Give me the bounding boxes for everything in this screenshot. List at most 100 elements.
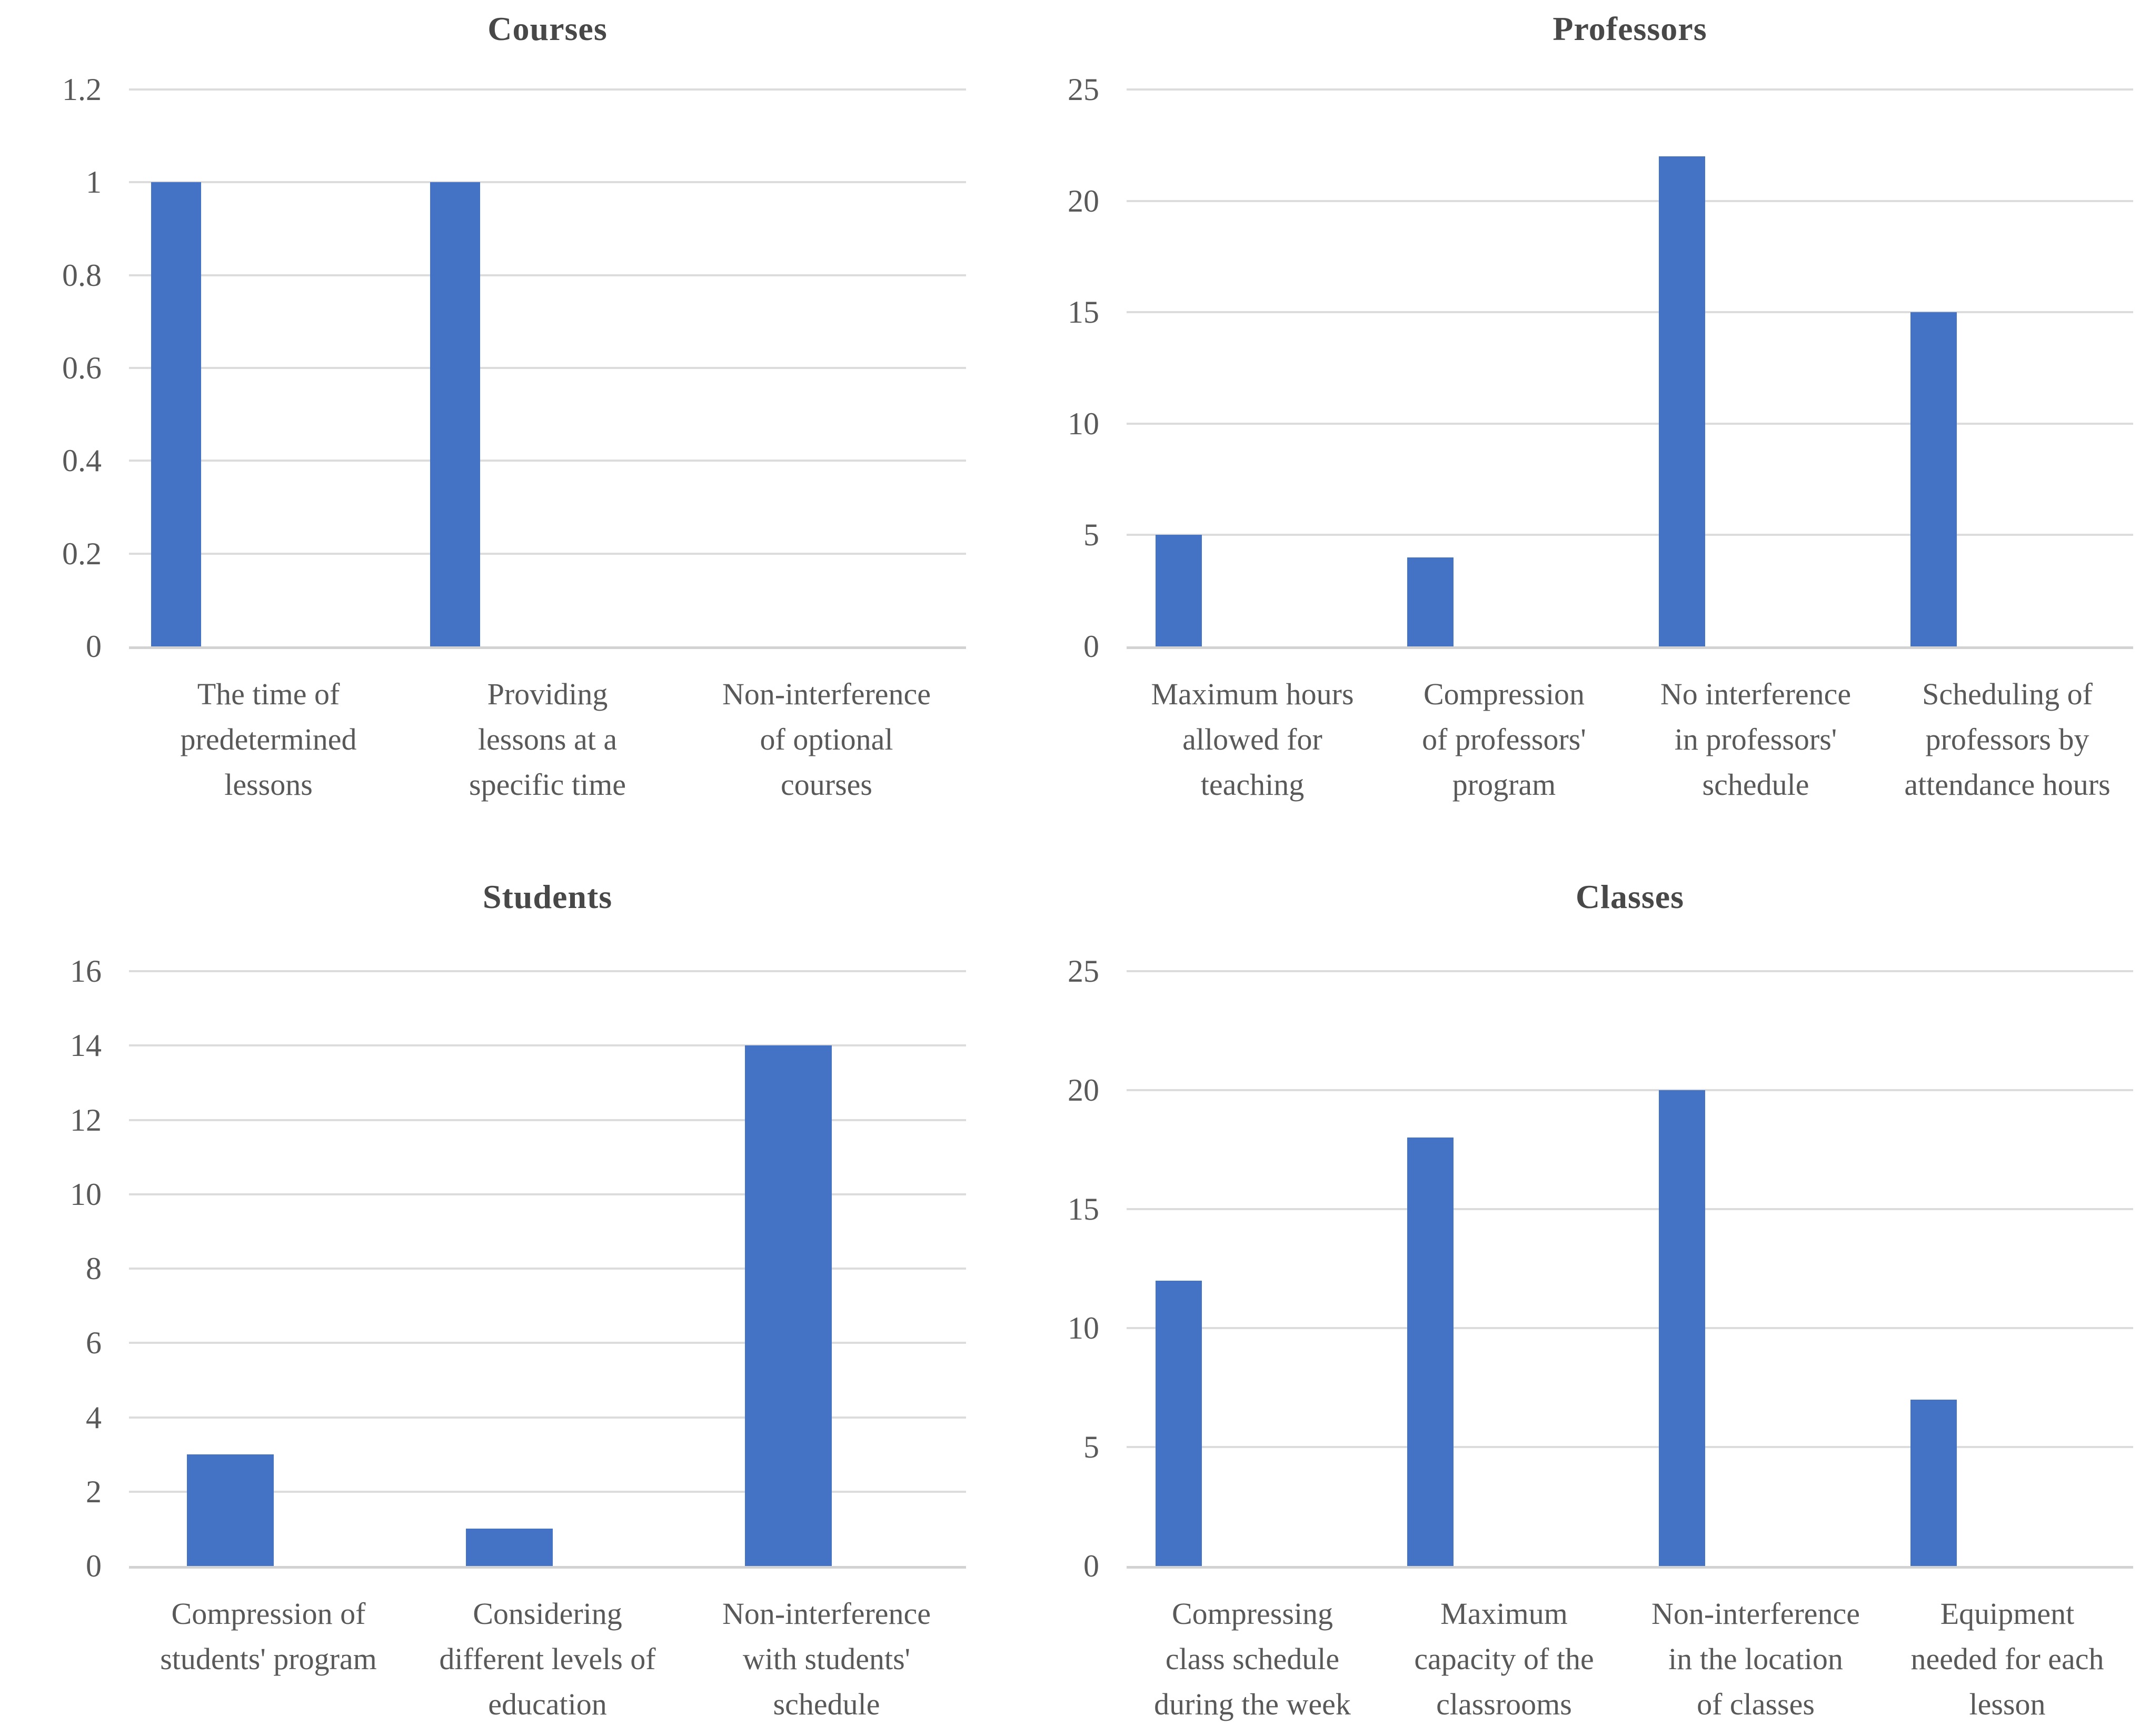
chart-students: Students 16 14 12 10 8 6 4 2 0 Compression of stude… [0, 868, 1070, 1736]
y-axis-tick: 10 [1068, 406, 1099, 441]
bar-slots [1127, 971, 2133, 1566]
y-axis-tick: 20 [1068, 183, 1099, 218]
y-axis-tick: 2 [86, 1474, 102, 1509]
category-label-line: The time of [197, 677, 340, 711]
y-axis-tick: 16 [70, 954, 102, 989]
y-axis-tick: 20 [1068, 1073, 1099, 1108]
category-label: Compression of professors' program [1378, 672, 1630, 807]
chart-title: Students [482, 878, 613, 915]
plot-area: 25 20 15 10 5 0 [1068, 74, 2133, 662]
gridline [1127, 422, 2133, 425]
bar [187, 1454, 274, 1566]
x-axis-labels: Compression of students' program Consideri… [129, 1591, 966, 1727]
bar-slot [408, 971, 687, 1566]
bar [1407, 557, 1454, 646]
category-label-line: Compression [1423, 677, 1585, 711]
gridline [129, 970, 966, 972]
category-label-line: Maximum [1440, 1597, 1568, 1631]
y-axis-tick: 0.4 [62, 443, 102, 478]
bar-slots [129, 971, 966, 1566]
category-label-line: professors by [1925, 722, 2089, 756]
bar-slot [1127, 971, 1378, 1566]
gridline [129, 1119, 966, 1121]
category-label-line: of classes [1697, 1687, 1815, 1721]
bar-slot [129, 971, 408, 1566]
chart-title: Classes [1575, 878, 1685, 915]
category-label: Scheduling of professors by attendance hou… [1882, 672, 2133, 807]
bar [151, 182, 201, 646]
category-label-line: Non-interference [722, 1597, 931, 1631]
gridline [1127, 534, 2133, 536]
category-label-line: with students' [742, 1642, 911, 1676]
y-axis-tick: 0.2 [62, 536, 102, 571]
plot-area: 16 14 12 10 8 6 4 2 0 [70, 955, 966, 1582]
y-axis-tick: 1.2 [62, 72, 102, 107]
bar-slot [687, 89, 966, 646]
x-axis-labels: The time of predetermined lessons Providing… [129, 672, 966, 807]
gridline [129, 367, 966, 369]
gridline [1127, 199, 2133, 202]
category-label-line: needed for each [1910, 1642, 2104, 1676]
bar-slots [129, 89, 966, 646]
category-label: Non-interference of optional courses [687, 672, 966, 807]
category-label-line: schedule [1702, 767, 1809, 802]
gridline [129, 1044, 966, 1047]
category-label-line: lessons at a [477, 722, 618, 756]
y-axis-tick: 1 [86, 165, 102, 200]
category-label-line: in the location [1668, 1642, 1843, 1676]
category-label: Non-interference with students' schedule [687, 1591, 966, 1727]
bar-slot [1882, 89, 2133, 646]
category-label-line: program [1452, 767, 1556, 802]
category-label: Providing lessons at a specific time [408, 672, 687, 807]
plot-area: 25 20 15 10 5 0 [1068, 955, 2133, 1582]
y-axis-tick: 12 [70, 1102, 102, 1138]
bar-slot [1127, 89, 1378, 646]
chart-title: Professors [1552, 10, 1707, 47]
y-axis-tick: 0 [1083, 1549, 1099, 1583]
category-label-line: schedule [773, 1687, 880, 1721]
bar-slot [1630, 89, 1882, 646]
category-label-line: allowed for [1182, 722, 1322, 756]
category-label-line: specific time [469, 767, 626, 802]
bar [1156, 1280, 1202, 1566]
category-label-line: students' program [160, 1642, 377, 1676]
bar-slot [1378, 89, 1630, 646]
bar-slot [1882, 971, 2133, 1566]
bar [430, 182, 480, 646]
category-label-line: Maximum hours [1151, 677, 1354, 711]
y-axis-tick: 10 [1068, 1311, 1099, 1345]
category-label-line: courses [781, 767, 872, 802]
category-label-line: lessons [224, 767, 313, 802]
chart-classes: Classes 25 20 15 10 5 0 Compressing class schedu… [1068, 868, 2140, 1736]
y-axis-tick: 5 [1083, 517, 1099, 553]
y-axis-tick: 14 [70, 1028, 102, 1063]
gridline [129, 181, 966, 184]
category-label: Compression of students' program [129, 1591, 408, 1727]
category-label-line: Compression of [171, 1597, 366, 1631]
category-label-line: education [488, 1687, 607, 1721]
category-label: The time of predetermined lessons [129, 672, 408, 807]
category-label-line: lesson [1969, 1687, 2046, 1721]
bar [466, 1529, 553, 1566]
y-axis-tick: 8 [86, 1251, 102, 1286]
y-axis-tick: 0.6 [62, 351, 102, 385]
bar [1910, 312, 1957, 646]
y-axis-tick: 15 [1068, 1192, 1099, 1226]
gridline [129, 1193, 966, 1195]
category-label: Equipment needed for each lesson [1882, 1591, 2133, 1727]
category-label-line: class schedule [1165, 1642, 1340, 1676]
category-label-line: Equipment [1940, 1597, 2075, 1631]
category-label-line: Providing [487, 677, 608, 711]
bar-slot [408, 89, 687, 646]
y-axis-tick: 25 [1068, 72, 1099, 107]
gridline [129, 88, 966, 91]
bar-slot [1378, 971, 1630, 1566]
y-axis-tick: 0 [86, 629, 102, 664]
y-axis-tick: 10 [70, 1176, 102, 1212]
gridline [1127, 1208, 2133, 1210]
chart-courses: Courses 1.2 1 0.8 0.6 0.4 0.2 0 The time of prede… [0, 0, 1070, 868]
category-label-line: different levels of [439, 1642, 656, 1676]
bar-slot [687, 971, 966, 1566]
